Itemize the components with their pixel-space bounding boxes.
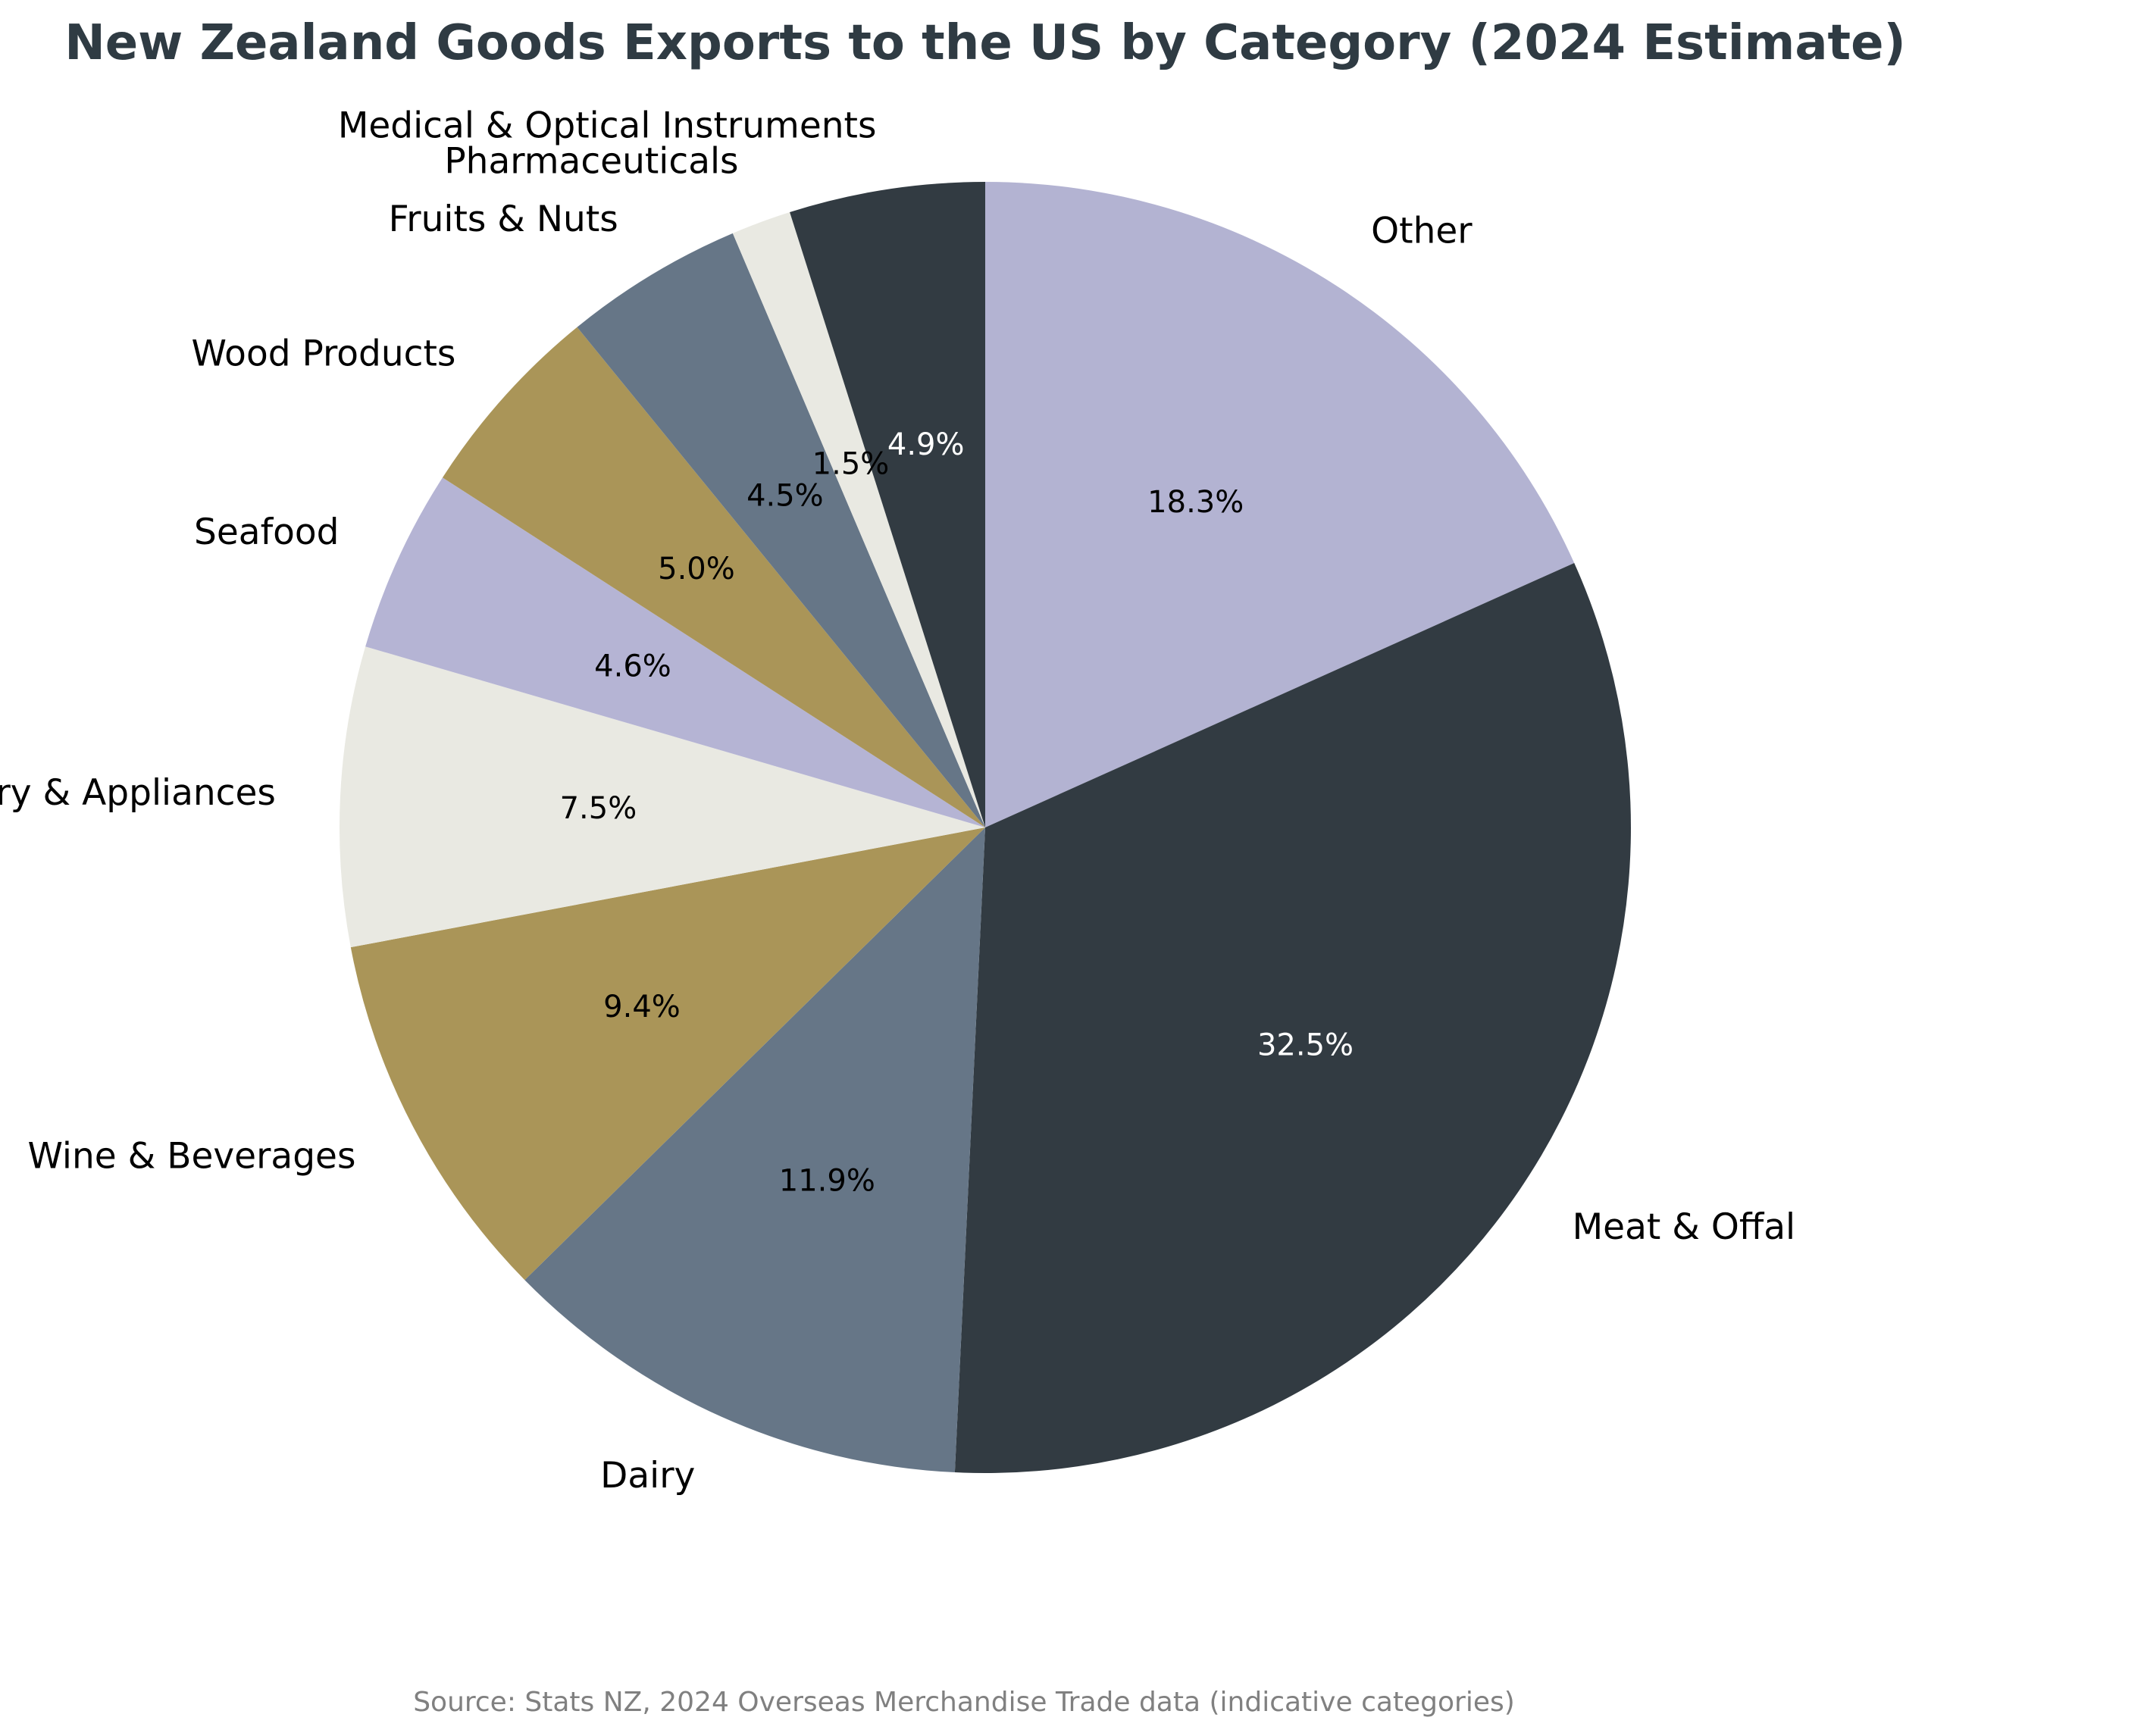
category-label-other: Other bbox=[1371, 211, 1473, 252]
category-label-medical-and-optical-instruments: Medical & Optical Instruments bbox=[338, 105, 877, 146]
percentage-labels: 18.3% 32.5% 11.9% 9.4% 7.5% 4.6% 5.0% 4.5%1.5%4… bbox=[560, 427, 1354, 1199]
pct-label-medical-and-optical-instruments: 4.9% bbox=[887, 427, 965, 462]
category-label-seafood: Seafood bbox=[194, 511, 339, 553]
pie-slice-machinery-and-appliances bbox=[340, 646, 986, 948]
category-label-machinery-and-appliances: Machinery & Appliances bbox=[0, 772, 276, 814]
pct-label-meat-and-offal: 32.5% bbox=[1257, 1028, 1354, 1063]
category-label-dairy: Dairy bbox=[600, 1455, 695, 1497]
pct-label-dairy: 11.9% bbox=[779, 1164, 875, 1199]
pie-slice-medical-and-optical-instruments bbox=[790, 182, 985, 827]
pie-slice-pharmaceuticals bbox=[732, 211, 985, 827]
pie-slice-meat-and-offal bbox=[954, 562, 1632, 1473]
pct-label-other: 18.3% bbox=[1147, 485, 1244, 520]
pie-slice-wine-and-beverages bbox=[350, 827, 985, 1281]
pct-label-machinery-and-appliances: 7.5% bbox=[560, 791, 637, 826]
pie-slices bbox=[340, 182, 1632, 1473]
pct-label-pharmaceuticals: 1.5% bbox=[812, 447, 890, 482]
chart-title: New Zealand Goods Exports to the US by C… bbox=[64, 15, 1906, 71]
pct-label-seafood: 4.6% bbox=[594, 649, 671, 684]
category-label-fruits-and-nuts: Fruits & Nuts bbox=[389, 199, 618, 240]
pie-slice-wood-products bbox=[442, 327, 985, 827]
pct-label-wood-products: 5.0% bbox=[658, 552, 735, 586]
pie-slice-fruits-and-nuts bbox=[577, 233, 985, 827]
pie-slice-dairy bbox=[524, 827, 985, 1473]
category-labels: Other Meat & Offal Dairy Wine & Beverages Ma… bbox=[0, 105, 1795, 1497]
category-label-wine-and-beverages: Wine & Beverages bbox=[27, 1136, 355, 1178]
pct-label-fruits-and-nuts: 4.5% bbox=[746, 478, 824, 513]
category-label-wood-products: Wood Products bbox=[191, 333, 455, 375]
pct-label-wine-and-beverages: 9.4% bbox=[603, 990, 681, 1024]
source-note: Source: Stats NZ, 2024 Overseas Merchand… bbox=[413, 1687, 1515, 1718]
pie-slice-other bbox=[985, 182, 1575, 827]
category-label-pharmaceuticals: Pharmaceuticals bbox=[444, 141, 738, 183]
category-label-meat-and-offal: Meat & Offal bbox=[1573, 1206, 1795, 1248]
pie-slice-seafood bbox=[365, 477, 985, 827]
